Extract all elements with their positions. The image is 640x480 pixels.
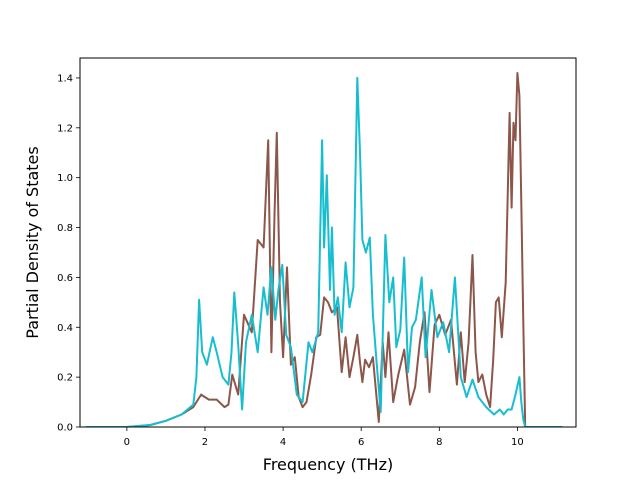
y-tick-label: 1.4 xyxy=(57,73,73,84)
y-axis-label: Partial Density of States xyxy=(23,146,42,338)
y-axis: 0.0 0.2 0.4 0.6 0.8 1.0 1.2 1.4 xyxy=(57,73,80,434)
y-tick-label: 1.0 xyxy=(57,173,73,184)
x-axis: 0 2 4 6 8 10 xyxy=(124,427,524,448)
x-tick-label: 6 xyxy=(358,437,364,448)
y-tick-label: 0.4 xyxy=(57,323,73,334)
plot-frame xyxy=(79,57,577,428)
y-tick-label: 0.8 xyxy=(57,223,73,234)
x-axis-label: Frequency (THz) xyxy=(263,455,393,474)
x-tick-label: 0 xyxy=(124,437,130,448)
y-tick-label: 1.2 xyxy=(57,123,73,134)
y-tick-label: 0.6 xyxy=(57,273,73,284)
series-line-1 xyxy=(85,72,563,427)
series-layer xyxy=(85,72,563,427)
series-line-2 xyxy=(85,76,563,427)
x-tick-label: 8 xyxy=(436,437,442,448)
y-tick-label: 0.0 xyxy=(57,423,73,434)
y-tick-label: 0.2 xyxy=(57,373,73,384)
x-tick-label: 2 xyxy=(202,437,208,448)
x-tick-label: 10 xyxy=(511,437,524,448)
x-tick-label: 4 xyxy=(280,437,286,448)
